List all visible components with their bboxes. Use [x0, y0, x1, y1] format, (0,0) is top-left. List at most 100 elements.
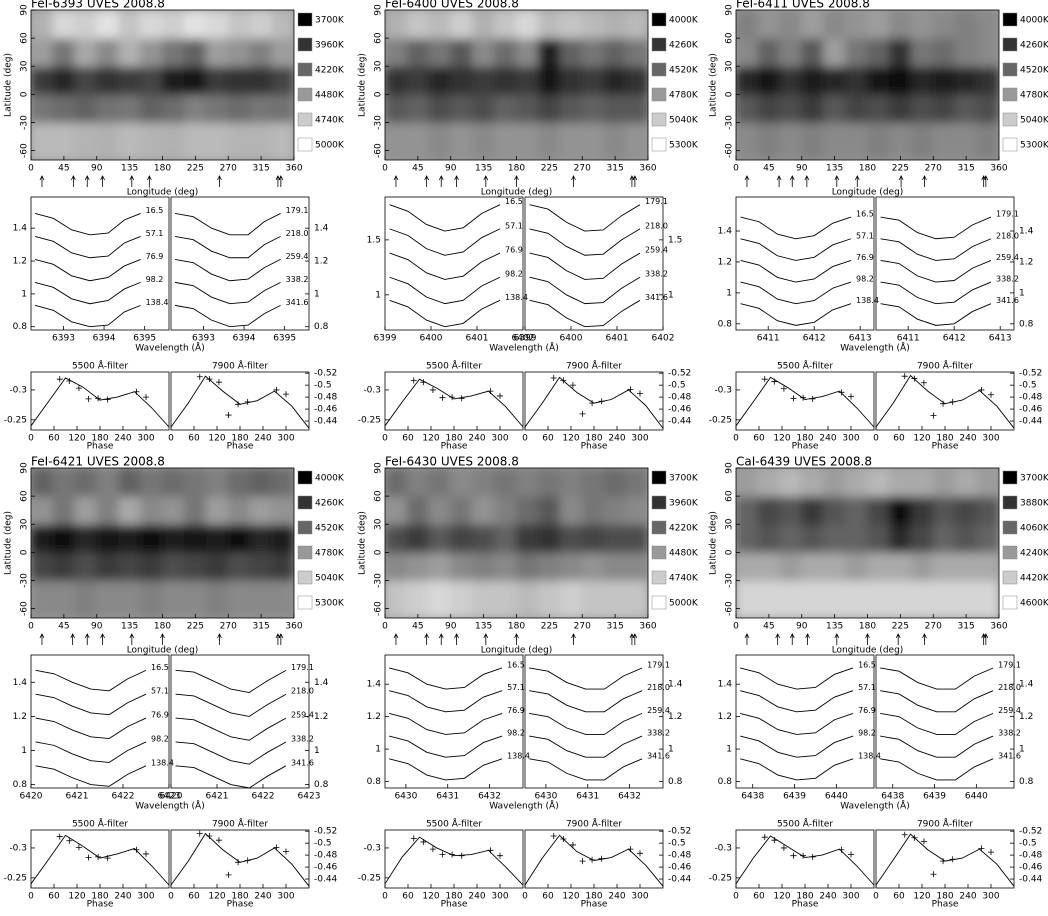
x-tick-label: 240 [114, 892, 131, 902]
map-cell [162, 93, 185, 123]
y-tick-label: -0.48 [668, 851, 692, 861]
legend-swatch [1002, 545, 1018, 560]
x-tick-label: 0 [733, 892, 739, 902]
map-cell [428, 10, 452, 39]
profile-label: 259.4 [647, 706, 670, 715]
map-cell [888, 523, 912, 553]
profile-label: 179.1 [998, 660, 1021, 669]
map-cell [779, 495, 803, 525]
y-tick-label: -0.48 [668, 393, 692, 403]
x-tick-label: 240 [468, 434, 485, 444]
x-tick-label: 180 [936, 892, 953, 902]
y-tick-label: -0.44 [314, 875, 338, 885]
x-tick-label: 135 [475, 164, 492, 174]
x-tick-label: 120 [68, 892, 85, 902]
phase-arrow [70, 633, 75, 645]
x-tick-label: 6402 [652, 334, 675, 344]
map-clip [736, 10, 999, 160]
x-axis-label: Phase [581, 900, 608, 910]
observation [56, 833, 63, 840]
profile-curve [389, 690, 503, 713]
x-tick-label: 6395 [273, 334, 296, 344]
map-cell [932, 37, 956, 67]
profile-curve [529, 690, 643, 713]
profile-label: 16.5 [507, 660, 525, 669]
map-cell [625, 37, 648, 67]
profile-curve [880, 259, 992, 283]
x-axis-label: Wavelength (Å) [489, 800, 558, 812]
y-tick-label: -0.25 [358, 873, 381, 883]
x-axis-label: Wavelength (Å) [135, 800, 204, 812]
map-cell [888, 122, 912, 160]
phase-arrow [129, 175, 135, 187]
map-cell [757, 37, 781, 67]
profile-curve [174, 304, 281, 328]
profile-curve [389, 204, 501, 232]
y-tick-label: 0 [725, 91, 735, 97]
map-cell [450, 37, 474, 67]
map-cell [162, 468, 185, 497]
phase-arrow [629, 175, 635, 187]
map-cell [779, 551, 803, 581]
map-cell [736, 122, 759, 160]
map-cell [823, 37, 847, 67]
map-cell [581, 93, 605, 123]
legend-swatch [651, 545, 667, 560]
y-tick-label: -0.25 [4, 415, 27, 425]
x-tick-label: 6400 [560, 334, 583, 344]
map-cell [52, 37, 76, 67]
observation [95, 853, 102, 860]
profile-curve [35, 669, 147, 692]
x-tick-label: 6411 [897, 334, 920, 344]
profile-label: 76.9 [505, 246, 523, 255]
map-cell [976, 468, 999, 497]
profile-label: 218.0 [647, 683, 670, 692]
map-cell [428, 551, 452, 581]
x-tick-label: 45 [58, 164, 69, 174]
map-cell [976, 523, 999, 553]
x-tick-label: 60 [542, 892, 554, 902]
observation [550, 832, 557, 839]
map-cell [779, 523, 803, 553]
map-cell [559, 495, 583, 525]
observation [56, 376, 63, 383]
y-tick-label: 1.4 [367, 680, 382, 690]
x-tick-label: 270 [574, 164, 591, 174]
x-tick-label: 0 [28, 434, 34, 444]
map-cell [183, 10, 207, 39]
y-tick-label: 1 [726, 288, 732, 298]
observation [235, 859, 242, 866]
x-tick-label: 60 [753, 434, 765, 444]
y-tick-label: 1 [375, 745, 381, 755]
map-cell [867, 580, 890, 618]
profile-label: 341.6 [286, 298, 309, 307]
map-cell [205, 523, 229, 553]
x-tick-label: 45 [412, 164, 423, 174]
observation [930, 412, 937, 419]
map-cell [52, 93, 76, 123]
observation [800, 394, 807, 401]
map-cell [845, 551, 868, 581]
map-cell [516, 37, 539, 67]
observation [75, 385, 82, 392]
profile-label: 179.1 [645, 197, 668, 206]
x-tick-label: 180 [445, 892, 462, 902]
map-cell [603, 580, 627, 618]
y-tick-label: 0 [374, 91, 384, 97]
x-tick-label: 360 [639, 622, 656, 632]
phase-arrow [278, 175, 284, 187]
x-tick-label: 270 [925, 622, 942, 632]
y-tick-label: 90 [374, 462, 384, 474]
model-curve [170, 832, 310, 887]
phase-arrow [217, 633, 222, 645]
y-tick-label: 30 [725, 518, 735, 530]
map-cell [450, 580, 474, 618]
model-curve [735, 835, 875, 886]
map-cell [779, 37, 803, 67]
observation [569, 841, 576, 848]
map-cell [472, 468, 496, 497]
observation [225, 871, 232, 878]
map-cell [31, 580, 54, 618]
x-tick-label: 120 [562, 434, 579, 444]
phase-arrow [983, 175, 989, 187]
